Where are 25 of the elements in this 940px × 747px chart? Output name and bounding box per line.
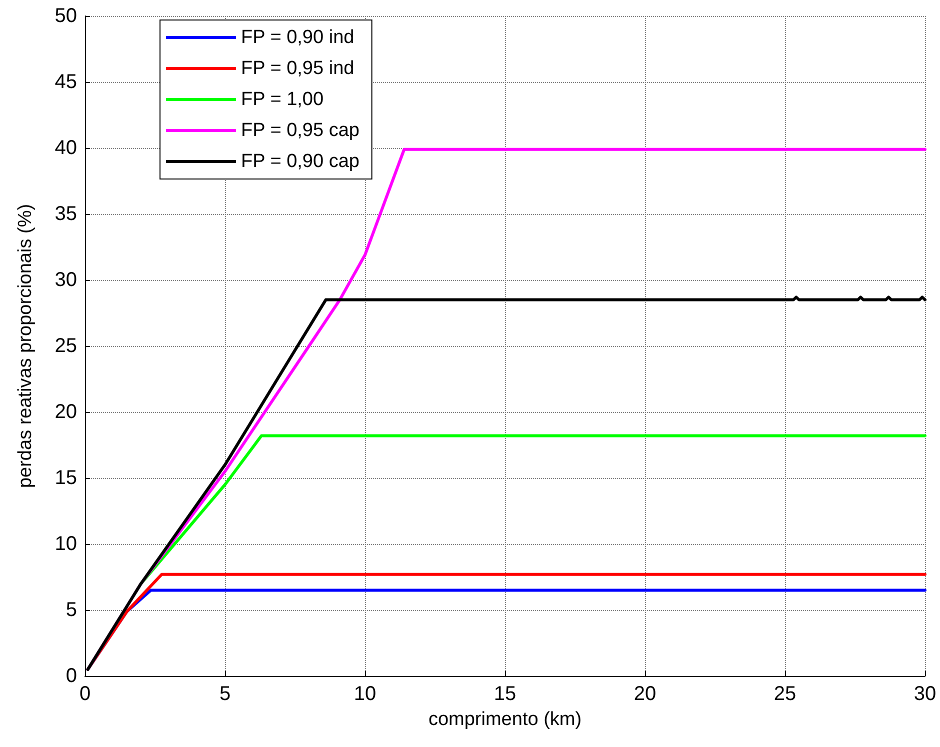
x-tick-label: 25 bbox=[774, 683, 796, 705]
y-tick-label: 0 bbox=[66, 665, 77, 687]
legend-label: FP = 1,00 bbox=[241, 89, 324, 110]
x-tick-label: 5 bbox=[219, 683, 231, 705]
legend-label: FP = 0,95 ind bbox=[241, 58, 354, 79]
y-tick-label: 30 bbox=[54, 269, 77, 291]
legend-label: FP = 0,90 cap bbox=[241, 151, 360, 172]
y-tick-label: 25 bbox=[54, 335, 77, 357]
y-tick-label: 5 bbox=[66, 599, 77, 621]
y-tick-label: 35 bbox=[54, 203, 77, 225]
y-axis-title: perdas reativas proporcionais (%) bbox=[15, 204, 36, 488]
y-tick-label: 50 bbox=[54, 5, 77, 27]
y-tick-label: 10 bbox=[54, 533, 77, 555]
y-tick-label: 15 bbox=[54, 467, 77, 489]
legend-label: FP = 0,95 cap bbox=[241, 120, 360, 141]
y-tick-label: 20 bbox=[54, 401, 77, 423]
x-tick-label: 20 bbox=[634, 683, 656, 705]
y-tick-label: 40 bbox=[54, 137, 77, 159]
x-tick-label: 30 bbox=[914, 683, 936, 705]
legend-label: FP = 0,90 ind bbox=[241, 27, 354, 48]
x-axis-title: comprimento (km) bbox=[428, 709, 582, 730]
x-tick-label: 0 bbox=[79, 683, 91, 705]
x-tick-label: 10 bbox=[354, 683, 376, 705]
x-tick-label: 15 bbox=[494, 683, 516, 705]
y-tick-label: 45 bbox=[54, 71, 77, 93]
